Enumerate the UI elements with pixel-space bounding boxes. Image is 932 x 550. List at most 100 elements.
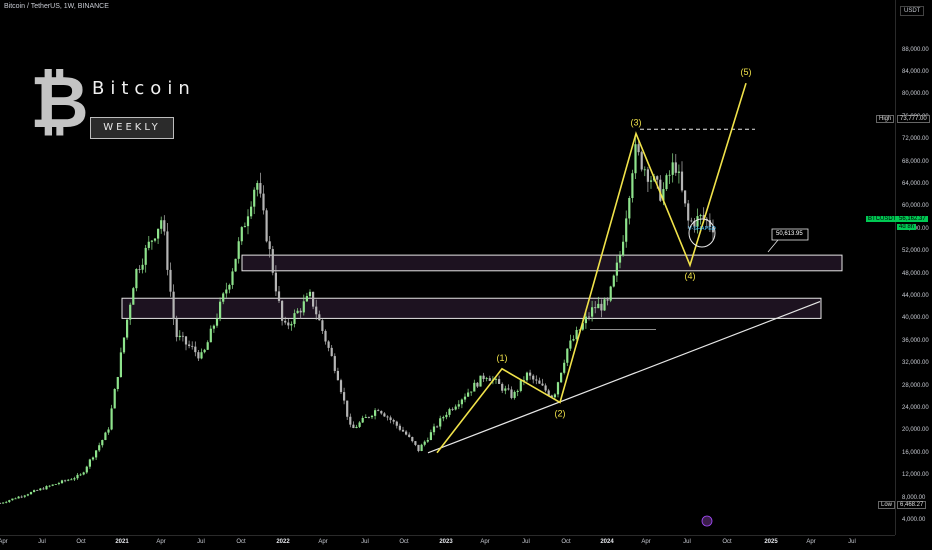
price-tick-label: 36,000.00 <box>902 337 929 344</box>
candle-body <box>141 264 144 270</box>
candle-body <box>600 303 603 311</box>
candle-body <box>665 175 668 190</box>
candle-body <box>29 492 33 495</box>
candle-body <box>197 352 200 359</box>
candle-body <box>107 429 110 433</box>
candle-body <box>687 203 690 221</box>
wave-label: (4) <box>685 271 696 281</box>
candle-body <box>256 183 259 190</box>
candle-body <box>343 392 346 401</box>
candle-body <box>572 339 575 341</box>
candle-body <box>51 484 54 486</box>
candle-body <box>501 383 504 391</box>
candle-body <box>48 485 51 487</box>
candle-body <box>8 500 11 502</box>
time-tick-label: Apr <box>480 539 490 545</box>
wave-label: (3) <box>631 118 642 128</box>
candle-body <box>240 227 243 242</box>
candle-body <box>250 206 253 217</box>
time-tick-label: Oct <box>236 539 246 545</box>
candle-body <box>386 416 389 418</box>
candle-body <box>144 247 147 265</box>
candle-body <box>259 183 262 194</box>
candle-body <box>333 356 336 371</box>
symbol-tag: BTCUSDT <box>866 216 899 222</box>
price-tick-label: 80,000.00 <box>902 91 929 98</box>
price-axis[interactable] <box>895 0 932 535</box>
candle-body <box>488 378 491 381</box>
price-chart[interactable]: (1) (2) (3) (4) (5) V-SHAPED <box>0 0 895 535</box>
candle-body <box>696 216 699 227</box>
candle-body <box>203 349 206 353</box>
candle-body <box>26 494 29 496</box>
time-tick-label: Jul <box>522 539 530 545</box>
candle-body <box>234 258 237 272</box>
candle-body <box>680 171 684 191</box>
candle-body <box>625 218 628 242</box>
candle-body <box>312 291 315 307</box>
currency-selector[interactable]: USDT <box>900 6 925 16</box>
candle-body <box>358 422 361 427</box>
candle-body <box>460 399 463 405</box>
candle-body <box>454 406 457 410</box>
candle-body <box>172 291 175 320</box>
time-tick-label: Apr <box>318 539 328 545</box>
candle-body <box>594 307 597 309</box>
candle-body <box>349 416 352 425</box>
candle-body <box>507 388 510 390</box>
candle-body <box>674 162 677 173</box>
candle-body <box>423 441 426 445</box>
candle-body <box>166 231 169 270</box>
candle-body <box>467 392 470 397</box>
candle-body <box>569 340 572 349</box>
candle-body <box>324 330 327 342</box>
candle-body <box>516 390 519 392</box>
candle-body <box>184 336 188 345</box>
candle-body <box>268 241 271 250</box>
candle-body <box>609 286 612 301</box>
candle-body <box>479 375 482 387</box>
candle-body <box>383 413 386 417</box>
price-tick-label: 4,000.00 <box>902 517 926 523</box>
time-tick-label: Apr <box>806 539 816 545</box>
price-tick-label: 72,000.00 <box>902 136 929 143</box>
candle-body <box>439 418 442 427</box>
candle-body <box>126 319 129 338</box>
time-tick-label: 2021 <box>115 539 129 545</box>
candle-body <box>618 255 622 263</box>
candle-body <box>219 301 222 319</box>
symbol-title: Bitcoin / TetherUS, 1W, BINANCE <box>4 3 109 10</box>
time-axis[interactable] <box>0 535 895 550</box>
candle-body <box>563 362 566 373</box>
candle-body <box>591 307 594 317</box>
candle-body <box>684 190 687 204</box>
v-shape-circle <box>688 218 716 248</box>
time-tick-label: 2023 <box>439 539 453 545</box>
candle-body <box>178 335 181 338</box>
candle-body <box>656 176 659 180</box>
candle-body <box>377 410 380 411</box>
candle-body <box>138 269 141 270</box>
candle-body <box>91 457 95 460</box>
events-icon[interactable] <box>701 515 713 527</box>
candle-body <box>550 395 553 398</box>
candle-body <box>405 431 408 435</box>
candle-body <box>209 328 212 343</box>
candle-body <box>147 241 150 248</box>
candle-body <box>284 320 287 323</box>
candle-body <box>23 495 26 497</box>
candle-body <box>417 444 420 451</box>
v-shape-label: V-SHAPED <box>688 226 716 232</box>
candle-body <box>380 410 383 414</box>
candle-body <box>603 299 606 311</box>
candle-body <box>132 288 135 305</box>
ascending-trendline <box>427 301 821 454</box>
candle-body <box>649 180 653 182</box>
candle-body <box>646 169 649 182</box>
candle-body <box>64 480 67 482</box>
candle-body <box>191 345 194 347</box>
candle-body <box>631 173 634 199</box>
candle-body <box>36 490 39 491</box>
candle-body <box>20 496 23 498</box>
callout-box <box>771 228 809 241</box>
